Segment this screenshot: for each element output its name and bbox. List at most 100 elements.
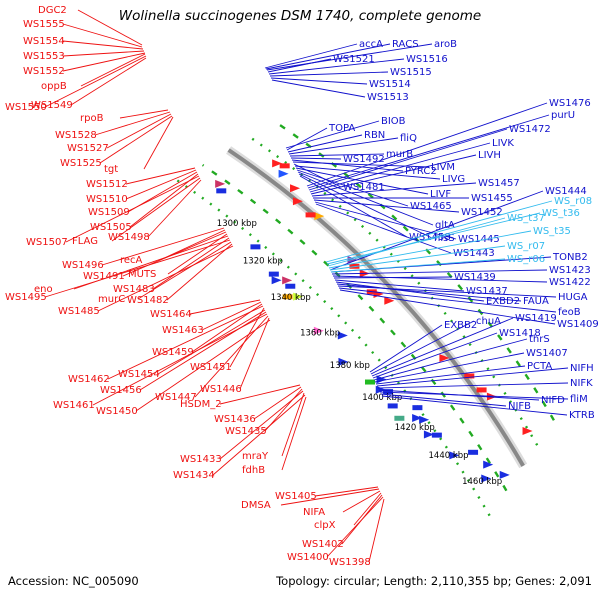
right-gene-leader-line <box>265 43 391 70</box>
right-gene-leader-line <box>380 393 507 407</box>
left-gene-leader-line <box>62 23 143 48</box>
left-gene-label: WS1495 <box>5 292 47 303</box>
gene-arrow <box>290 184 301 193</box>
left-gene-label: WS1549 <box>31 100 73 111</box>
left-gene-leader-line <box>229 307 265 368</box>
gene-arrow <box>282 276 293 285</box>
left-gene-label: WS1555 <box>23 19 65 30</box>
left-gene-label: WS1482 <box>127 295 169 306</box>
left-gene-label: fdhB <box>242 465 265 476</box>
left-gene-label: WS1435 <box>225 426 267 437</box>
left-gene-leader-line <box>125 167 196 185</box>
right-gene-label: WS1452 <box>461 207 503 218</box>
right-gene-leader-line <box>266 43 433 71</box>
rna-gene-leader-line <box>325 200 553 263</box>
right-gene-label: accA <box>359 39 383 50</box>
right-gene-leader-line <box>376 367 569 387</box>
left-gene-label: WS1436 <box>214 414 256 425</box>
left-gene-leader-line <box>143 116 174 170</box>
right-gene-leader-line <box>332 275 548 283</box>
left-gene-label: WS1463 <box>162 325 204 336</box>
right-gene-leader-line <box>308 128 508 191</box>
left-gene-leader-line <box>62 52 146 72</box>
right-gene-label: WS1407 <box>526 348 568 359</box>
rna-gene-leader-line <box>330 258 506 273</box>
right-gene-label: fliQ <box>400 133 417 144</box>
left-gene-label: clpX <box>314 520 336 531</box>
right-gene-leader-line <box>290 157 342 160</box>
left-gene-leader-line <box>159 229 226 261</box>
right-gene-leader-line <box>285 120 380 149</box>
left-gene-label: WS1434 <box>173 470 215 481</box>
gene-arrow <box>439 354 450 363</box>
left-gene-label: mraY <box>242 451 269 462</box>
left-gene-leader-line <box>111 177 201 242</box>
left-gene-label: WS1451 <box>190 362 232 373</box>
gene-arrow <box>483 460 494 469</box>
left-gene-leader-line <box>368 498 385 563</box>
right-gene-leader-line <box>288 137 399 155</box>
left-gene-leader-line <box>135 319 271 412</box>
left-gene-label: WS1512 <box>86 179 128 190</box>
rna-gene-label: WS_t35 <box>533 226 571 237</box>
gene-block <box>285 283 296 289</box>
right-gene-leader-line <box>309 142 491 193</box>
right-gene-label: hisS <box>434 233 455 244</box>
right-gene-label: WS1409 <box>557 319 599 330</box>
left-gene-leader-line <box>353 492 382 526</box>
right-gene-label: NIFD <box>541 395 565 406</box>
left-gene-leader-line <box>212 394 306 476</box>
left-gene-label: WS1461 <box>53 400 95 411</box>
right-gene-label: PYRC2 <box>405 166 437 177</box>
scale-label: 1380 kbp <box>330 361 370 371</box>
left-gene-label: WS1552 <box>23 66 65 77</box>
right-gene-leader-line <box>337 285 557 298</box>
scale-label: 1300 kbp <box>217 219 257 229</box>
right-gene-label: WS1515 <box>390 67 432 78</box>
left-gene-leader-line <box>107 305 264 380</box>
gene-block <box>394 415 405 421</box>
dotted-track-2 <box>201 164 508 492</box>
left-gene-label: WS1450 <box>96 406 138 417</box>
left-gene-label: WS1498 <box>108 232 150 243</box>
right-gene-label: PCTA <box>527 361 552 372</box>
right-gene-leader-line <box>311 182 477 197</box>
left-gene-label: WS1505 <box>90 222 132 233</box>
right-gene-label: RBN <box>364 130 385 141</box>
gene-block <box>476 387 487 393</box>
rna-gene-label: WS_r06 <box>507 254 545 265</box>
right-gene-label: FAUA <box>523 296 549 307</box>
right-gene-label: WS1445 <box>458 234 500 245</box>
gene-arrow <box>338 357 349 366</box>
left-gene-label: WS1491 <box>83 271 125 282</box>
right-gene-leader-line <box>287 134 363 153</box>
left-gene-label: WS1550 <box>5 102 47 113</box>
right-gene-label: KTRB <box>569 410 595 421</box>
left-gene-label: WS1433 <box>180 454 222 465</box>
right-gene-label: EXBD2 <box>486 296 520 307</box>
right-gene-label: WS1437 <box>466 286 508 297</box>
right-gene-label: NIFK <box>570 378 593 389</box>
gene-arrow <box>293 292 304 301</box>
left-gene-label: DGC2 <box>38 5 67 16</box>
left-gene-label: WS1527 <box>67 143 109 154</box>
gene-arrow <box>449 451 460 460</box>
right-gene-label: HUGA <box>558 292 588 303</box>
rna-gene-label: WS_t36 <box>542 208 580 219</box>
left-gene-group: DGC2WS1555WS1554WS1553WS1552oppBWS1550WS… <box>5 5 385 568</box>
dotted-track-0 <box>275 121 555 421</box>
gene-block <box>412 405 423 411</box>
left-gene-leader-line <box>99 115 173 164</box>
genome-backbone <box>227 148 525 467</box>
right-gene-label: WS1472 <box>509 124 551 135</box>
right-gene-leader-line <box>291 159 404 172</box>
gene-arrow <box>314 212 325 221</box>
rna-gene-label: WS_t37 <box>507 213 545 224</box>
left-gene-leader-line <box>239 317 270 390</box>
left-gene-leader-line <box>166 243 233 301</box>
right-gene-leader-line <box>294 165 441 180</box>
left-gene-leader-line <box>326 496 384 558</box>
right-gene-label: WS1513 <box>367 92 409 103</box>
left-gene-label: WS1459 <box>152 347 194 358</box>
